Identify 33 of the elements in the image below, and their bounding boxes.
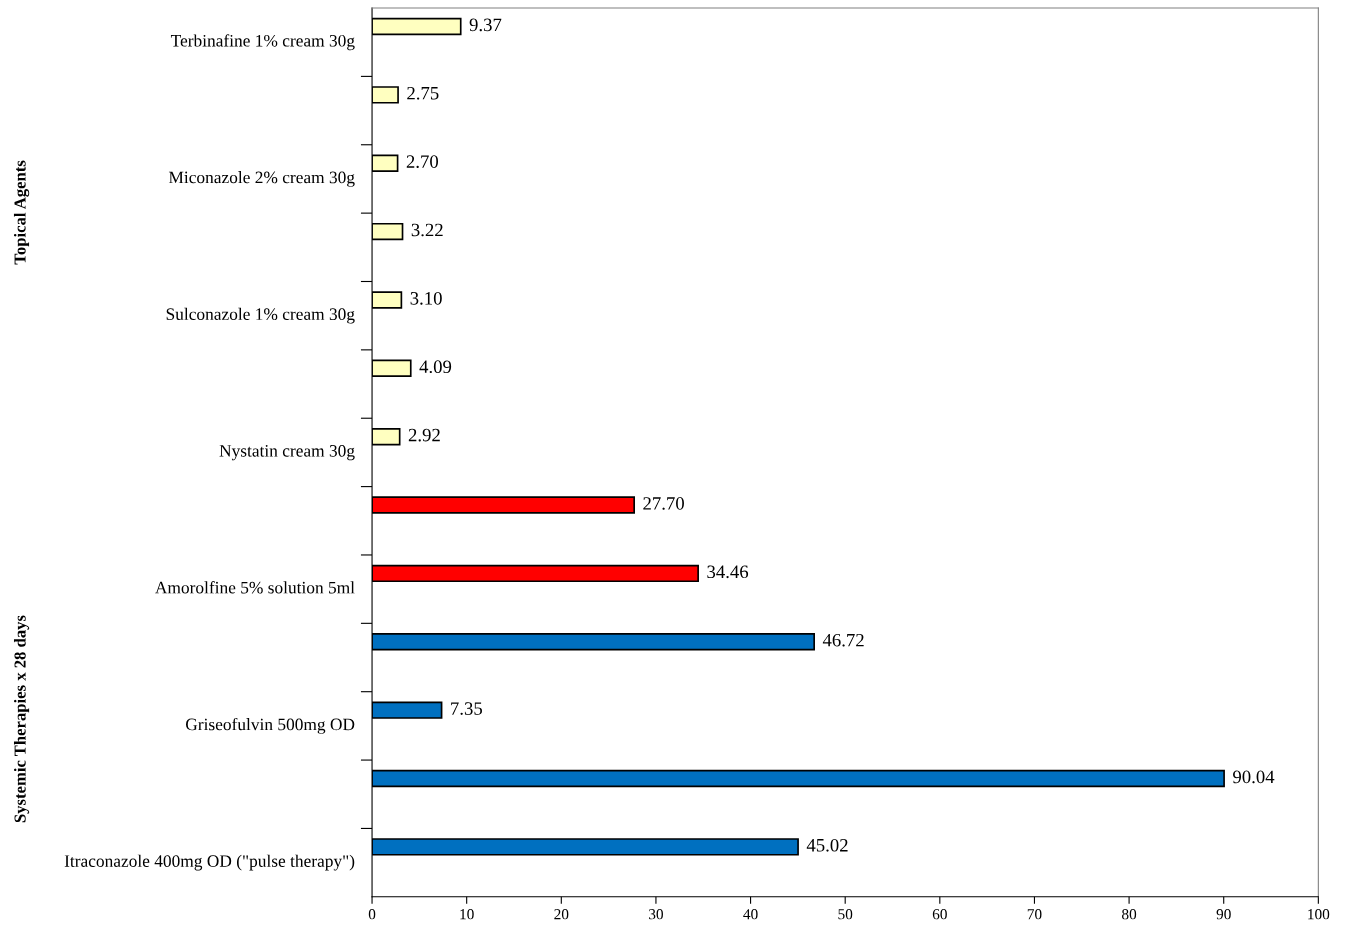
x-tick-label: 90 xyxy=(1216,909,1231,920)
data-label: 27.70 xyxy=(643,497,684,510)
y-tick-label: Griseofulvin 500mg OD xyxy=(185,717,355,734)
data-label: 3.22 xyxy=(411,223,443,237)
data-label: 2.75 xyxy=(407,86,439,100)
data-label: 2.70 xyxy=(406,155,439,168)
x-tick-label: 0 xyxy=(368,909,376,920)
data-label: 7.35 xyxy=(451,702,483,715)
y-tick-label: Nystatin cream 30g xyxy=(219,444,355,461)
y-tick-label: Itraconazole 400mg OD ("pulse therapy") xyxy=(64,854,355,871)
x-tick-label: 10 xyxy=(460,909,474,920)
y-tick-label: Terbinafine 1% cream 30g xyxy=(170,34,355,51)
text: Topical Agents xyxy=(13,160,30,265)
x-tick-label: 80 xyxy=(1122,909,1137,920)
data-label: 90.04 xyxy=(1233,770,1275,784)
x-tick-label: 30 xyxy=(649,909,663,920)
data-label: 4.09 xyxy=(419,360,452,374)
data-label: 46.72 xyxy=(822,633,864,647)
text: Systemic Therapies x 28 days xyxy=(13,615,30,823)
data-label: 9.37 xyxy=(469,18,502,32)
x-tick-label: 70 xyxy=(1027,909,1042,920)
y-tick-label: Miconazole 2% cream 30g xyxy=(168,171,355,187)
data-label: 3.10 xyxy=(410,291,442,305)
y-tick-label: Sulconazole 1% cream 30g xyxy=(166,307,355,324)
x-tick-label: 40 xyxy=(743,909,758,920)
data-label: 45.02 xyxy=(806,838,848,852)
x-tick-label: 50 xyxy=(838,909,853,920)
data-label: 2.92 xyxy=(408,428,440,442)
data-label: 34.46 xyxy=(707,565,749,579)
y-tick-label: Amorolfine 5% solution 5ml xyxy=(155,581,355,594)
x-tick-label: 60 xyxy=(932,909,947,920)
x-tick-label: 100 xyxy=(1308,909,1330,920)
x-tick-label: 20 xyxy=(554,909,569,920)
